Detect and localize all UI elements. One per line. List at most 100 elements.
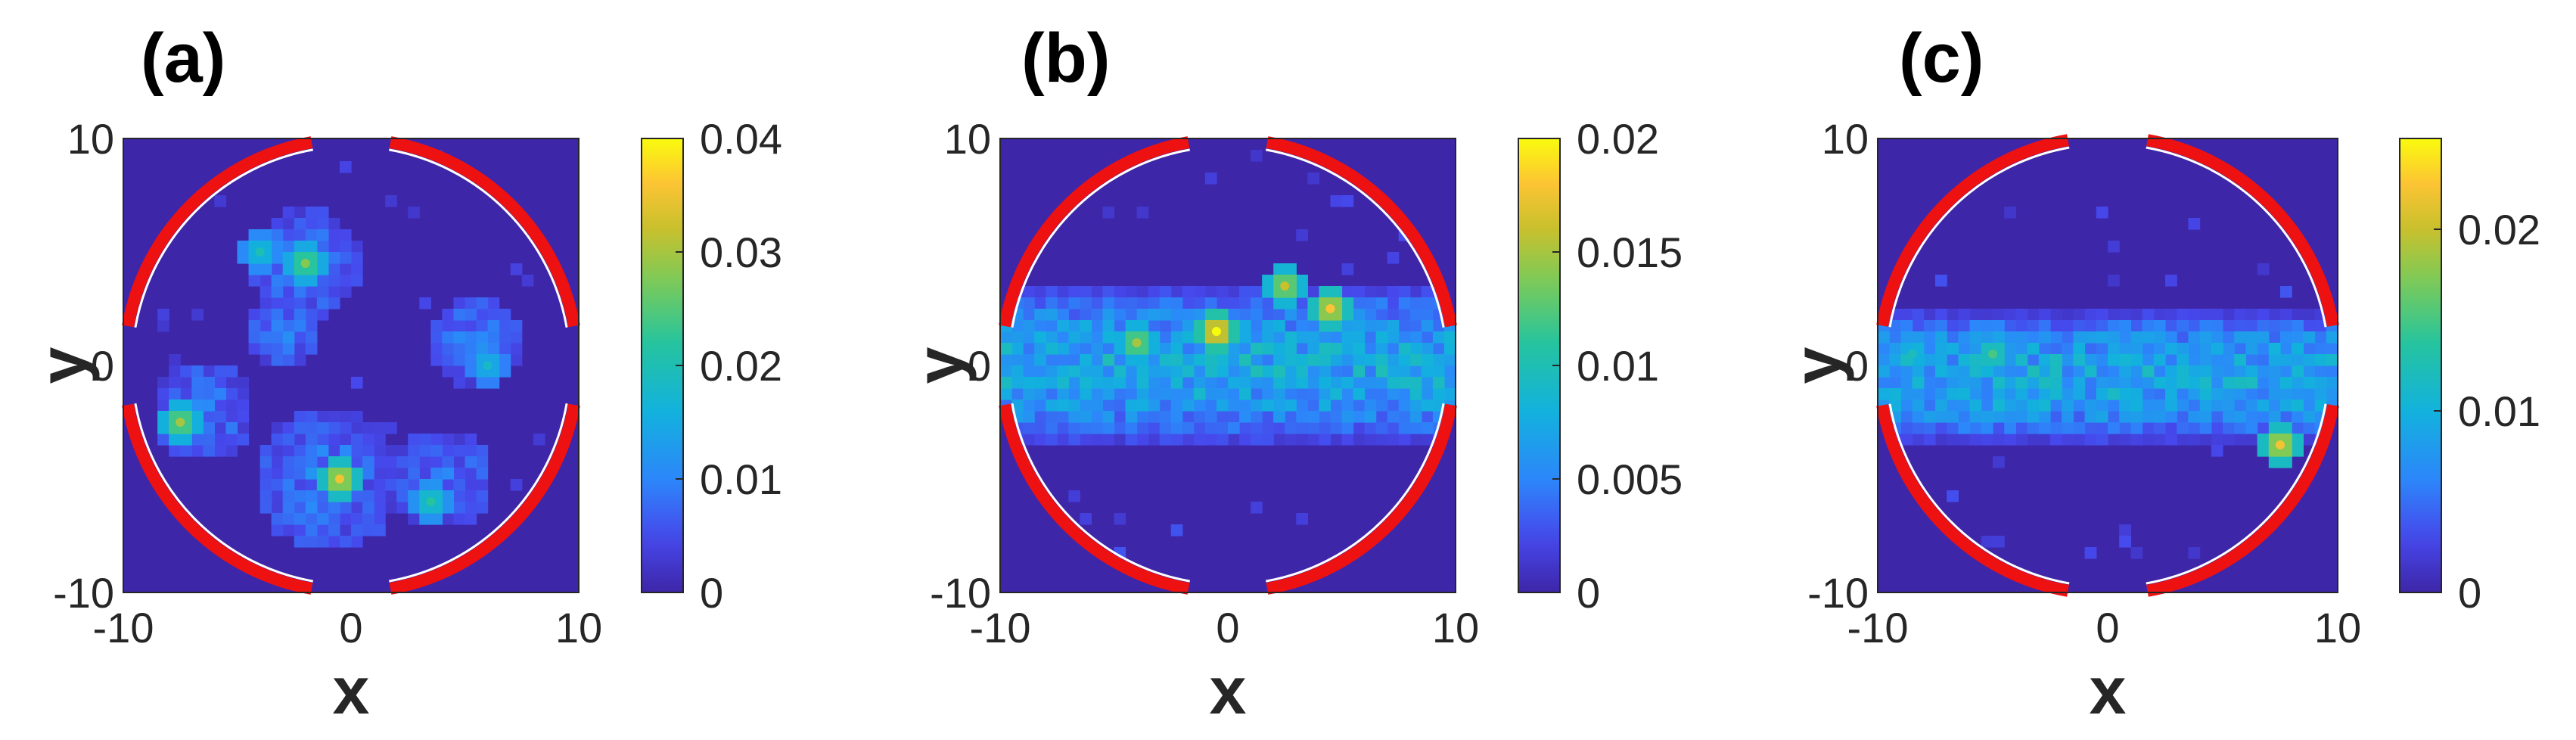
density-cell (2314, 377, 2327, 389)
x-axis-label: x (333, 653, 370, 728)
density-cell (157, 377, 169, 389)
density-cell (2096, 309, 2108, 321)
density-cell (2027, 331, 2040, 344)
density-cell (1148, 331, 1161, 344)
density-cell (225, 377, 238, 389)
density-cell (1262, 320, 1274, 332)
density-cell (1912, 320, 1925, 332)
density-cell (1421, 286, 1434, 298)
x-tick-label: 0 (2096, 604, 2119, 651)
density-cell (1981, 320, 1993, 332)
density-cell (1319, 365, 1332, 378)
density-cell (2038, 331, 2051, 344)
density-cell (499, 331, 511, 344)
density-cell (2326, 331, 2338, 344)
density-cell (1353, 343, 1366, 355)
density-cell (385, 445, 397, 457)
density-cell (214, 434, 227, 446)
density-cell (1114, 320, 1126, 332)
electrode-arc-edge (1266, 403, 1445, 583)
density-cell (1353, 434, 1366, 446)
density-cell (362, 456, 374, 468)
density-cell (430, 456, 443, 468)
density-cell (1353, 377, 1366, 389)
density-cell (465, 365, 477, 378)
density-cell (2015, 331, 2028, 344)
density-cell (1387, 309, 1400, 321)
density-cell (2245, 331, 2258, 344)
density-cell (2108, 275, 2120, 287)
density-cell (351, 411, 363, 423)
density-cell (1296, 377, 1308, 389)
density-cell (1889, 388, 1901, 400)
density-cell (453, 377, 466, 389)
density-cell (157, 422, 169, 434)
density-cell (214, 445, 227, 457)
density-cell (1170, 354, 1183, 366)
density-cell (2280, 320, 2292, 332)
density-cell (191, 365, 204, 378)
density-cell (1307, 365, 1319, 378)
density-cell (1993, 377, 2005, 389)
density-cell (1398, 343, 1411, 355)
density-cell (1057, 434, 1069, 446)
density-cell (1262, 422, 1274, 434)
density-cell (1262, 331, 1274, 344)
density-cell (2084, 343, 2097, 355)
density-cell (2004, 365, 2016, 378)
density-cell (2073, 434, 2086, 446)
density-cell (282, 252, 295, 264)
density-cell (1878, 343, 1890, 355)
density-cell (1046, 400, 1058, 412)
density-cell (1251, 502, 1263, 514)
density-cell (1148, 422, 1161, 434)
density-cell (1432, 343, 1445, 355)
density-cell (1216, 297, 1229, 309)
density-cell (1935, 275, 1947, 287)
x-tick-label: 0 (339, 604, 362, 651)
density-cell (487, 377, 500, 389)
density-cell (2119, 354, 2131, 366)
density-cell (1878, 388, 1890, 400)
density-cell (1204, 173, 1217, 185)
density-cell (1182, 400, 1195, 412)
density-cell (476, 479, 489, 491)
density-cell (2096, 343, 2108, 355)
density-cell (2142, 377, 2155, 389)
density-cell (1341, 422, 1354, 434)
density-cell (282, 241, 295, 253)
density-cell (1273, 422, 1285, 434)
density-cell (271, 524, 284, 536)
density-cell (408, 479, 420, 491)
density-cell (1387, 331, 1400, 344)
density-cell (169, 354, 181, 366)
density-cell (351, 536, 363, 548)
density-cell (1216, 434, 1229, 446)
density-cell (1080, 388, 1092, 400)
density-cell (1273, 297, 1285, 309)
density-cell (1912, 377, 1925, 389)
density-cell (2050, 434, 2062, 446)
density-cell (214, 388, 227, 400)
density-cell (1080, 377, 1092, 389)
density-cell (180, 388, 192, 400)
density-cell (1341, 263, 1354, 275)
density-cell (339, 275, 352, 287)
density-cell (237, 388, 250, 400)
density-cell (1398, 309, 1411, 321)
density-cell (1296, 388, 1308, 400)
density-cell (1136, 297, 1149, 309)
density-cell (430, 468, 443, 480)
density-cell (1935, 422, 1947, 434)
density-cell (1091, 388, 1104, 400)
density-cell (2245, 343, 2258, 355)
density-cell (2073, 422, 2086, 434)
density-cell (1935, 331, 1947, 344)
hotspot (1907, 350, 1917, 359)
density-cell (339, 513, 352, 525)
density-cell (1204, 365, 1217, 378)
density-cell (2292, 354, 2304, 366)
density-cell (453, 513, 466, 525)
density-cell (2153, 354, 2166, 366)
density-cell (214, 377, 227, 389)
